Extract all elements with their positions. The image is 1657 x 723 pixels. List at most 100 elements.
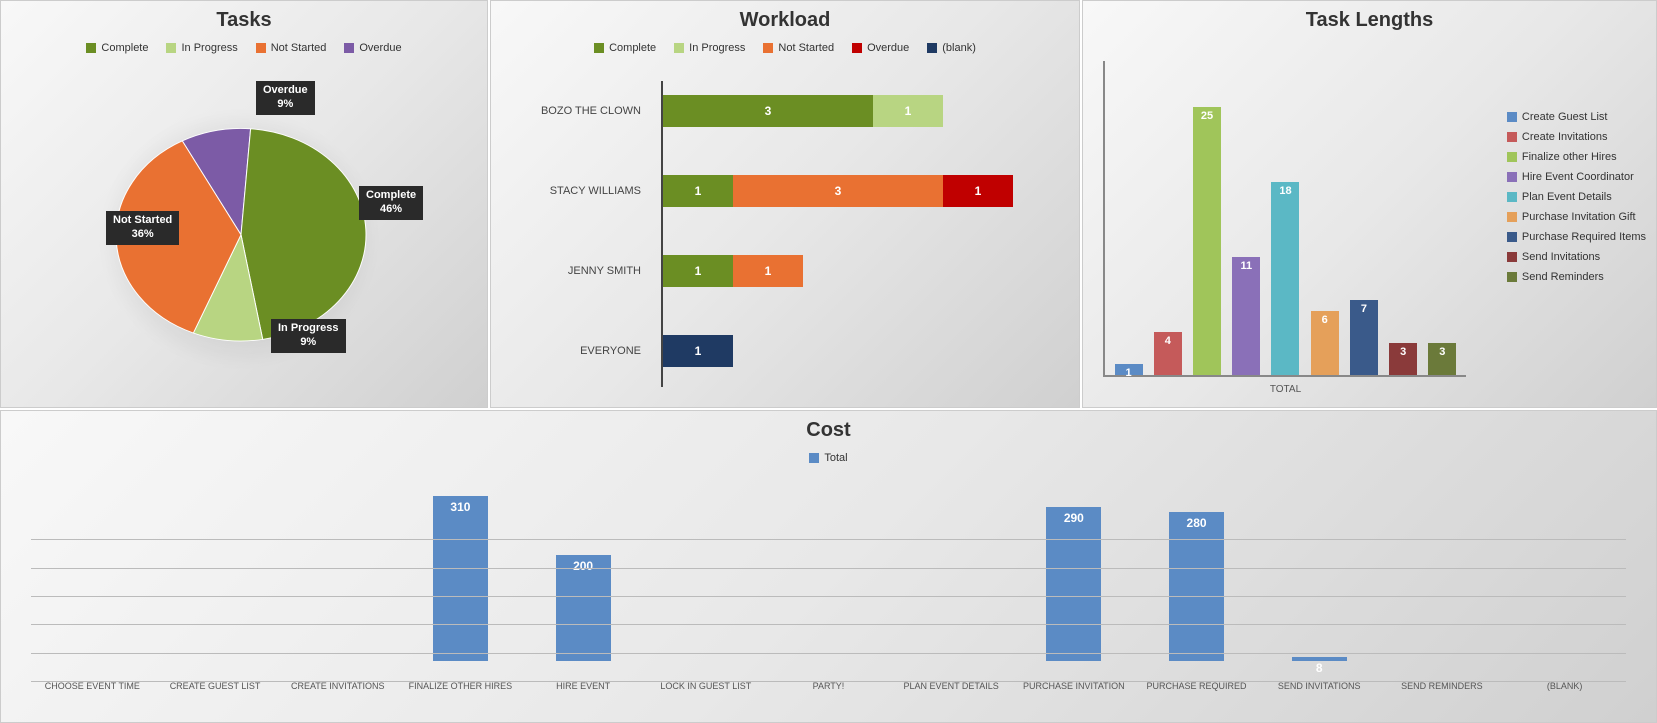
legend-swatch (1507, 272, 1517, 282)
cost-gridline (31, 539, 1626, 540)
task-length-legend-item: Purchase Required Items (1507, 231, 1646, 243)
legend-swatch (927, 43, 937, 53)
workload-row-label: EVERYONE (511, 345, 651, 357)
cost-bar: 8 (1292, 657, 1347, 661)
pie-slice-complete (241, 129, 366, 340)
cost-legend-label: Total (824, 452, 847, 464)
task-length-bar-fill: 7 (1350, 300, 1378, 375)
cost-column: LOCK IN GUEST LIST (644, 491, 767, 661)
tasks-panel: Tasks Complete In Progress Not Started Over… (0, 0, 488, 408)
tasks-legend: Complete In Progress Not Started Overdue (1, 42, 487, 54)
cost-column: 200HIRE EVENT (522, 491, 645, 661)
legend-swatch (1507, 112, 1517, 122)
task-length-bar-fill: 6 (1311, 311, 1339, 375)
workload-segment: 1 (943, 175, 1013, 207)
tasks-legend-item: Overdue (344, 42, 401, 54)
tasks-title: Tasks (1, 1, 487, 32)
cost-column: PLAN EVENT DETAILS (890, 491, 1013, 661)
task-length-bar: 11 (1232, 257, 1260, 375)
workload-y-axis (661, 81, 663, 387)
cost-xlabel: LOCK IN GUEST LIST (646, 681, 766, 691)
legend-label: Overdue (359, 42, 401, 54)
legend-swatch (674, 43, 684, 53)
task-length-bar: 7 (1350, 300, 1378, 375)
cost-legend: Total (1, 452, 1656, 464)
tasks-legend-item: Not Started (256, 42, 327, 54)
cost-xlabel: CREATE INVITATIONS (278, 681, 398, 691)
cost-column: 310FINALIZE OTHER HIRES (399, 491, 522, 661)
workload-bar-group: 31 (663, 95, 1059, 127)
task-lengths-legend: Create Guest List Create Invitations Final… (1507, 111, 1646, 291)
cost-bar: 280 (1169, 512, 1224, 661)
task-length-bar: 4 (1154, 332, 1182, 375)
task-length-legend-item: Send Invitations (1507, 251, 1646, 263)
workload-legend-item: Complete (594, 42, 656, 54)
legend-label: Hire Event Coordinator (1522, 171, 1634, 183)
pie-label-overdue: Overdue9% (256, 81, 315, 115)
legend-swatch (852, 43, 862, 53)
task-lengths-xlabel: TOTAL (1105, 384, 1466, 395)
task-length-bar-fill: 3 (1389, 343, 1417, 375)
pie-label-complete: Complete46% (359, 186, 423, 220)
task-length-bar-fill: 11 (1232, 257, 1260, 375)
task-length-bar-fill: 25 (1193, 107, 1221, 375)
workload-segment: 1 (733, 255, 803, 287)
task-length-bar-fill: 1 (1115, 364, 1143, 375)
workload-segment: 3 (663, 95, 873, 127)
cost-legend-swatch (809, 453, 819, 463)
legend-label: Send Invitations (1522, 251, 1600, 263)
cost-bar: 310 (433, 496, 488, 661)
cost-xlabel: PLAN EVENT DETAILS (891, 681, 1011, 691)
task-length-legend-item: Hire Event Coordinator (1507, 171, 1646, 183)
cost-column: SEND REMINDERS (1381, 491, 1504, 661)
legend-swatch (1507, 172, 1517, 182)
legend-label: Purchase Invitation Gift (1522, 211, 1636, 223)
workload-segment: 1 (663, 255, 733, 287)
cost-gridline (31, 653, 1626, 654)
dashboard: Tasks Complete In Progress Not Started Over… (0, 0, 1657, 723)
task-lengths-chart: 142511186733 TOTAL (1103, 61, 1466, 377)
workload-legend-item: (blank) (927, 42, 976, 54)
workload-row: EVERYONE 1 (511, 321, 1059, 381)
legend-swatch (1507, 192, 1517, 202)
cost-legend-item: Total (809, 452, 847, 464)
workload-row-label: STACY WILLIAMS (511, 185, 651, 197)
cost-bar: 290 (1046, 507, 1101, 661)
legend-swatch (256, 43, 266, 53)
legend-label: Finalize other Hires (1522, 151, 1617, 163)
cost-xlabel: PARTY! (768, 681, 888, 691)
legend-swatch (166, 43, 176, 53)
task-length-bar-fill: 18 (1271, 182, 1299, 375)
pie-label-not-started: Not Started36% (106, 211, 179, 245)
legend-swatch (1507, 252, 1517, 262)
workload-chart: BOZO THE CLOWN31STACY WILLIAMS131JENNY S… (511, 81, 1059, 387)
task-length-bar-fill: 3 (1428, 343, 1456, 375)
cost-xlabel: CREATE GUEST LIST (155, 681, 275, 691)
task-length-legend-item: Create Invitations (1507, 131, 1646, 143)
workload-segment: 1 (873, 95, 943, 127)
workload-row-label: BOZO THE CLOWN (511, 105, 651, 117)
task-length-legend-item: Create Guest List (1507, 111, 1646, 123)
cost-column: CREATE GUEST LIST (154, 491, 277, 661)
cost-xlabel: FINALIZE OTHER HIRES (400, 681, 520, 691)
legend-swatch (763, 43, 773, 53)
tasks-pie: Overdue9%Complete46%In Progress9%Not Sta… (91, 91, 391, 391)
cost-column: CREATE INVITATIONS (276, 491, 399, 661)
legend-swatch (594, 43, 604, 53)
task-length-bar: 3 (1428, 343, 1456, 375)
cost-bar: 200 (556, 555, 611, 661)
cost-column: PARTY! (767, 491, 890, 661)
workload-legend-item: In Progress (674, 42, 745, 54)
legend-label: Not Started (271, 42, 327, 54)
legend-swatch (344, 43, 354, 53)
legend-swatch (86, 43, 96, 53)
cost-panel: Cost Total CHOOSE EVENT TIMECREATE GUEST… (0, 410, 1657, 723)
workload-legend-item: Overdue (852, 42, 909, 54)
workload-bar-group: 1 (663, 335, 1059, 367)
tasks-legend-item: Complete (86, 42, 148, 54)
task-lengths-title: Task Lengths (1083, 1, 1656, 32)
tasks-legend-item: In Progress (166, 42, 237, 54)
workload-row: BOZO THE CLOWN 31 (511, 81, 1059, 141)
legend-label: Create Guest List (1522, 111, 1608, 123)
legend-label: (blank) (942, 42, 976, 54)
